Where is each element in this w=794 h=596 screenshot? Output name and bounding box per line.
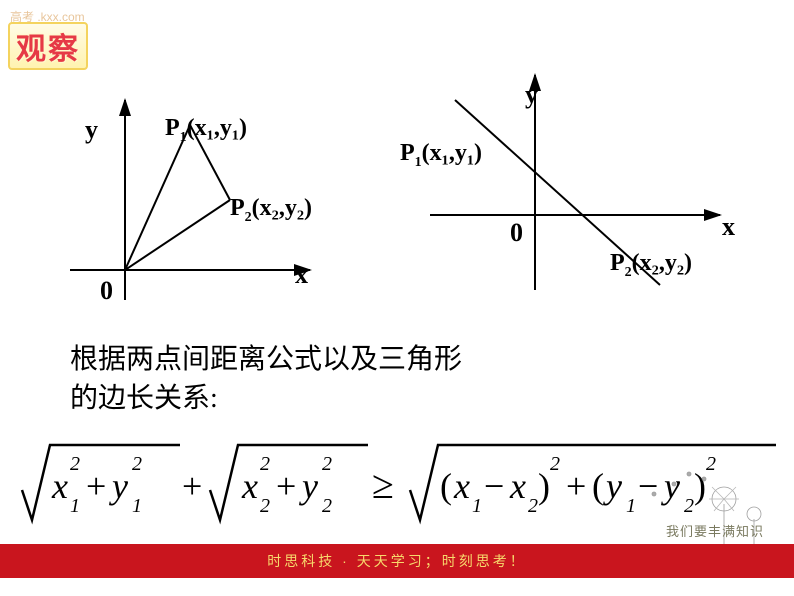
svg-text:2: 2 [322, 453, 332, 475]
body-text: 根据两点间距离公式以及三角形 的边长关系: [70, 340, 462, 418]
svg-text:y: y [299, 466, 318, 506]
charts-container: y x 0 P1(x₁,y₁) P2(x₂,y₂) y x 0 P1(x₁,y₁… [0, 60, 794, 320]
chart-right-p2-label: P2(x₂,y₂) [610, 250, 692, 281]
svg-text:+: + [86, 466, 106, 506]
svg-text:≥: ≥ [372, 462, 394, 507]
svg-text:1: 1 [70, 495, 80, 517]
svg-text:+: + [182, 466, 202, 506]
chart-left-p2-label: P2(x₂,y₂) [230, 195, 312, 226]
svg-text:x: x [51, 466, 68, 506]
svg-text:2: 2 [132, 453, 142, 475]
svg-text:−: − [484, 466, 504, 506]
footer-bar: 时思科技 · 天天学习；时刻思考！ [0, 544, 794, 578]
svg-text:): ) [538, 466, 550, 506]
svg-text:2: 2 [260, 453, 270, 475]
svg-text:1: 1 [132, 495, 142, 517]
svg-text:+: + [276, 466, 296, 506]
svg-text:(: ( [440, 466, 452, 506]
svg-text:2: 2 [550, 453, 560, 475]
chart-right-p1-label: P1(x₁,y₁) [400, 140, 482, 171]
svg-text:x: x [509, 466, 526, 506]
svg-text:x: x [453, 466, 470, 506]
chart-left-p1-label: P1(x₁,y₁) [165, 115, 247, 146]
chart-right-x-label: x [722, 212, 735, 242]
svg-text:2: 2 [528, 495, 538, 517]
chart-right-origin: 0 [510, 218, 523, 248]
chart-left-origin: 0 [100, 276, 113, 306]
chart-left-x-label: x [295, 260, 308, 290]
svg-text:2: 2 [322, 495, 332, 517]
footer-text: 时思科技 · 天天学习；时刻思考！ [267, 553, 526, 569]
svg-text:2: 2 [260, 495, 270, 517]
chart-left-y-label: y [85, 115, 98, 145]
chart-right-y-label: y [525, 80, 538, 110]
svg-text:y: y [109, 466, 128, 506]
svg-text:1: 1 [472, 495, 482, 517]
svg-text:+: + [566, 466, 586, 506]
chart-right [400, 60, 760, 320]
svg-text:(: ( [592, 466, 604, 506]
svg-text:2: 2 [70, 453, 80, 475]
svg-text:x: x [241, 466, 258, 506]
motto-text: 我们要丰满知识 [666, 521, 764, 540]
